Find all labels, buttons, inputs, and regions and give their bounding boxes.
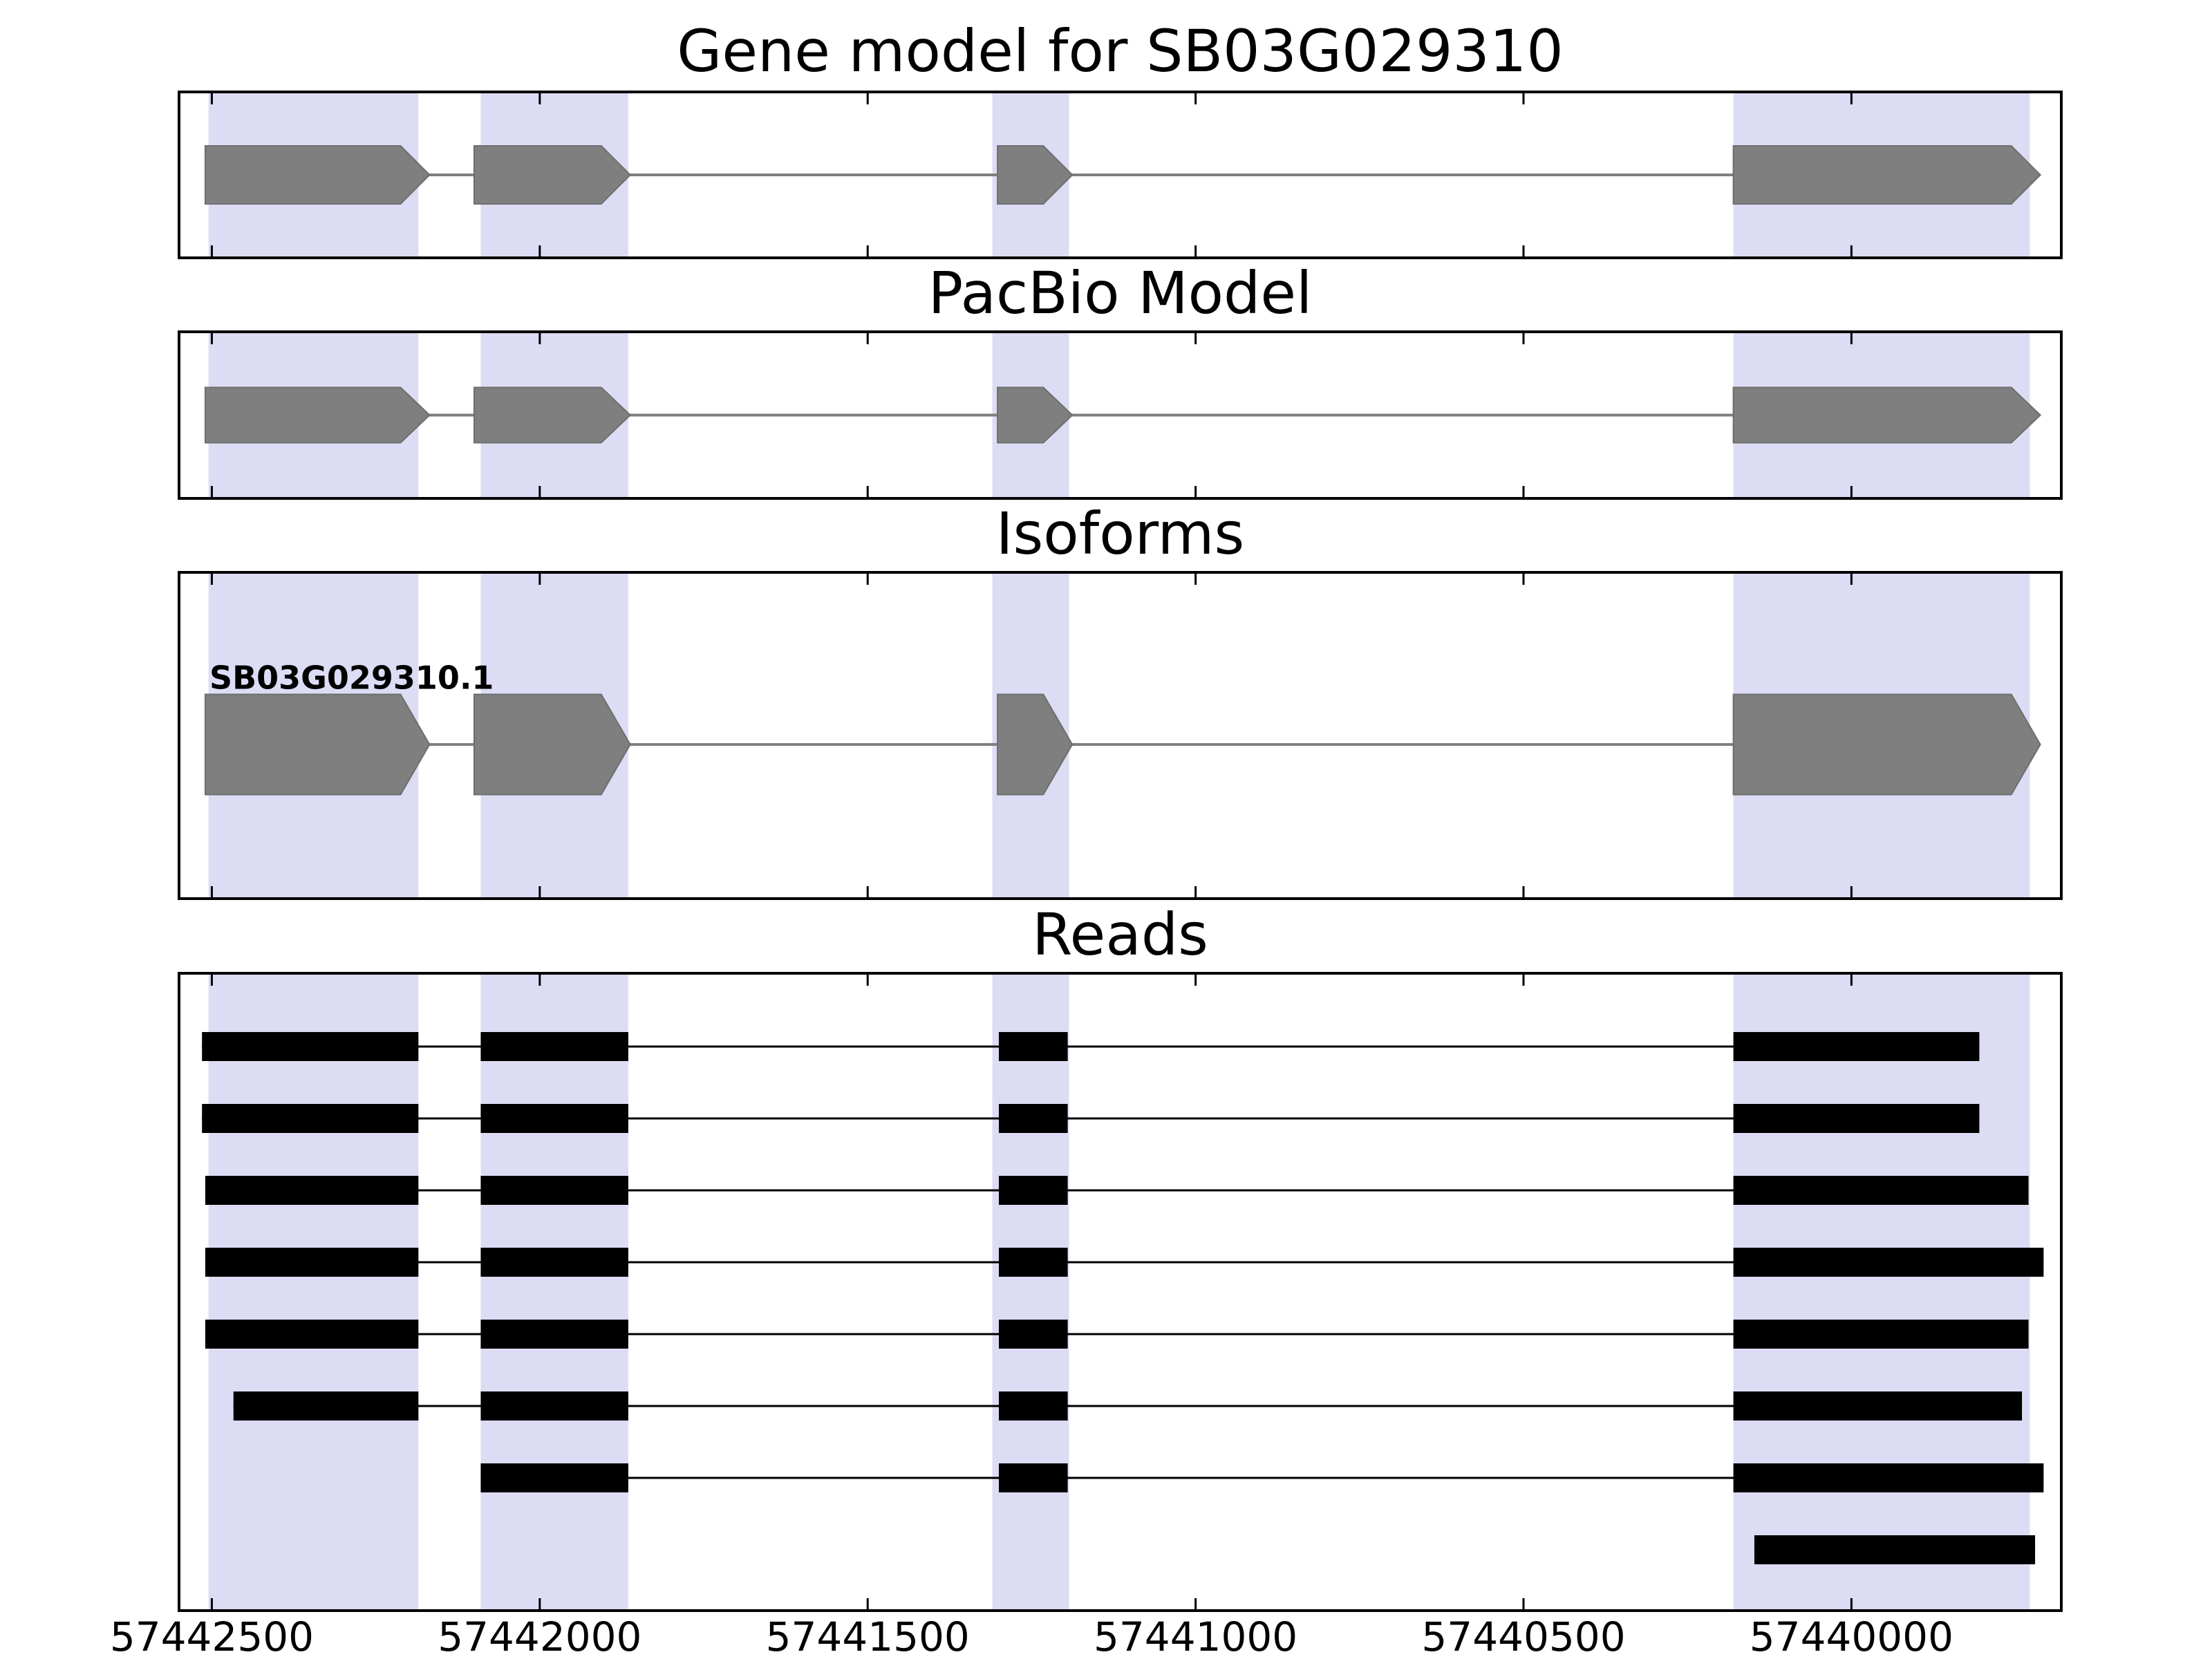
highlight-band — [1733, 973, 2030, 1611]
read-segment — [480, 1320, 628, 1349]
read-segment — [998, 1391, 1068, 1421]
exon-arrow — [997, 386, 1074, 444]
read-segment — [205, 1248, 419, 1277]
highlight-band — [208, 973, 419, 1611]
highlight-band — [992, 973, 1069, 1611]
pacbio-model-title: PacBio Model — [928, 259, 1313, 327]
x-tick-label: 57440000 — [1750, 1613, 1953, 1659]
read-segment — [480, 1176, 628, 1205]
panel-border — [178, 330, 2063, 500]
exon-arrow — [473, 386, 632, 444]
read-segment — [480, 1104, 628, 1133]
read-segment — [202, 1104, 419, 1133]
x-tick-label: 57441500 — [766, 1613, 970, 1659]
read-segment — [1733, 1176, 2029, 1205]
x-tick-label: 57441000 — [1094, 1613, 1297, 1659]
read-segment — [205, 1320, 419, 1349]
exon-arrow — [204, 386, 431, 444]
read-segment — [1733, 1032, 1980, 1061]
exon-arrow — [997, 145, 1074, 205]
read-segment — [1733, 1248, 2044, 1277]
isoforms-title: Isoforms — [995, 500, 1245, 568]
read-segment — [1733, 1320, 2029, 1349]
read-segment — [480, 1032, 628, 1061]
gene-model-title: Gene model for SB03G029310 — [677, 17, 1564, 85]
x-tick-label: 57442000 — [438, 1613, 641, 1659]
read-segment — [205, 1176, 419, 1205]
read-segment — [998, 1032, 1068, 1061]
panel-border — [178, 91, 2063, 259]
panel-border — [178, 972, 2063, 1612]
read-segment — [1733, 1463, 2044, 1492]
read-segment — [202, 1032, 419, 1061]
reads-title: Reads — [1032, 901, 1208, 968]
read-segment — [998, 1248, 1068, 1277]
highlight-band — [480, 973, 628, 1611]
read-segment — [998, 1463, 1068, 1492]
isoform-exon-arrow — [204, 693, 431, 796]
read-segment — [1733, 1391, 2023, 1421]
isoform-label: SB03G029310.1 — [209, 659, 494, 697]
isoform-exon-arrow — [1732, 693, 2041, 796]
read-segment — [1733, 1104, 1980, 1133]
x-tick-label: 57442500 — [110, 1613, 314, 1659]
exon-arrow — [1732, 145, 2042, 205]
read-segment — [480, 1463, 628, 1492]
exon-arrow — [204, 145, 431, 205]
read-segment — [480, 1248, 628, 1277]
read-segment — [233, 1391, 419, 1421]
isoform-exon-arrow — [997, 693, 1074, 796]
x-tick-label: 57440500 — [1421, 1613, 1625, 1659]
exon-arrow — [473, 145, 632, 205]
read-segment — [480, 1391, 628, 1421]
exon-arrow — [1732, 386, 2042, 444]
read-segment — [1754, 1535, 2036, 1564]
read-segment — [998, 1320, 1068, 1349]
isoform-exon-arrow — [473, 693, 631, 796]
read-segment — [998, 1176, 1068, 1205]
read-segment — [998, 1104, 1068, 1133]
panel-border — [178, 571, 2063, 900]
